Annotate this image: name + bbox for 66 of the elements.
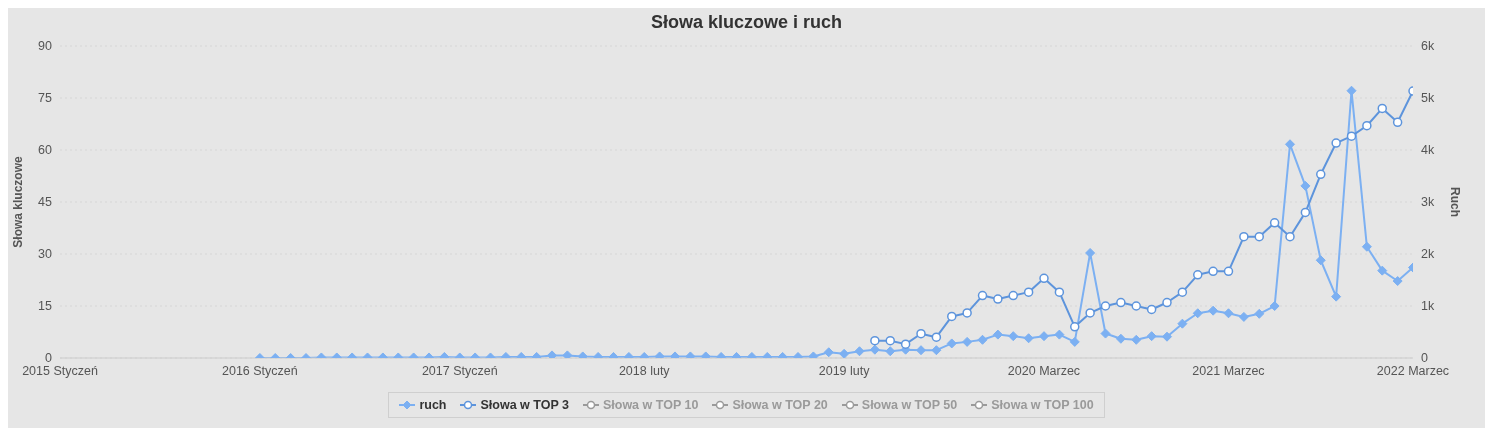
point: [1331, 138, 1341, 148]
point: [1023, 287, 1034, 297]
point: [1208, 266, 1218, 277]
point: [1269, 218, 1280, 228]
point: [1392, 117, 1403, 128]
x-tick-label: 2022 Marzec: [1376, 363, 1450, 378]
x-tick-label: 2016 Styczeń: [222, 363, 298, 378]
x-tick-label: 2020 Marzec: [1007, 363, 1081, 378]
point: [1300, 207, 1311, 218]
point: [1146, 304, 1157, 315]
point: [1116, 297, 1126, 308]
point: [1100, 301, 1111, 311]
point: [1239, 231, 1249, 242]
point: [1346, 131, 1357, 141]
point: [931, 332, 942, 342]
y-tick-label: 15: [38, 299, 53, 314]
point: [1362, 120, 1372, 131]
y2-tick-label: 3k: [1421, 195, 1435, 210]
point: [1131, 301, 1141, 311]
y-tick-label: 45: [38, 195, 53, 210]
point: [1316, 169, 1326, 180]
point: [1085, 308, 1095, 318]
y-tick-label: 60: [38, 143, 53, 158]
y2-tick-label: 5k: [1421, 91, 1435, 106]
y-tick-label: 0: [45, 351, 53, 366]
y2-tick-label: 4k: [1421, 143, 1435, 158]
legend-label: Słowa w TOP 50: [860, 398, 958, 412]
point: [1054, 287, 1065, 297]
point: [1377, 103, 1387, 114]
y-tick-label: 90: [38, 39, 53, 54]
y2-tick-label: 0: [1421, 351, 1428, 366]
point: [962, 308, 972, 318]
y-axis-title: Słowa kluczowe: [11, 155, 26, 248]
point: [885, 335, 895, 346]
x-tick-label: 2015 Styczeń: [22, 363, 98, 378]
point: [1177, 287, 1188, 297]
x-tick-label: 2017 Styczeń: [421, 363, 498, 378]
legend-label: Słowa w TOP 100: [990, 398, 1094, 412]
y2-tick-label: 1k: [1421, 299, 1435, 314]
point: [977, 290, 988, 301]
x-tick-label: 2021 Marzec: [1192, 363, 1265, 378]
point: [1254, 231, 1264, 242]
point: [900, 339, 911, 349]
point: [1039, 273, 1049, 284]
legend-label: Słowa w TOP 3: [479, 398, 569, 412]
point: [993, 294, 1003, 304]
point: [1008, 290, 1018, 301]
point: [916, 328, 926, 339]
point: [1162, 297, 1172, 308]
point: [1285, 231, 1295, 242]
point: [1223, 266, 1234, 277]
point: [1070, 322, 1080, 332]
x-tick-label: 2019 luty: [818, 363, 871, 378]
legend-label: ruch: [418, 398, 447, 412]
point: [1193, 270, 1203, 280]
legend-label: Słowa w TOP 20: [731, 398, 828, 412]
x-tick-label: 2018 luty: [618, 363, 671, 378]
legend-label: Słowa w TOP 10: [601, 398, 699, 412]
point: [947, 311, 957, 322]
y-tick-label: 75: [38, 91, 53, 106]
y2-tick-label: 2k: [1421, 247, 1435, 262]
y-tick-label: 30: [38, 247, 53, 262]
y2-tick-label: 6k: [1421, 39, 1435, 54]
chart-title: Słowa kluczowe i ruch: [649, 11, 844, 34]
y2-axis-title: Ruch: [1447, 187, 1462, 217]
point: [870, 335, 880, 346]
